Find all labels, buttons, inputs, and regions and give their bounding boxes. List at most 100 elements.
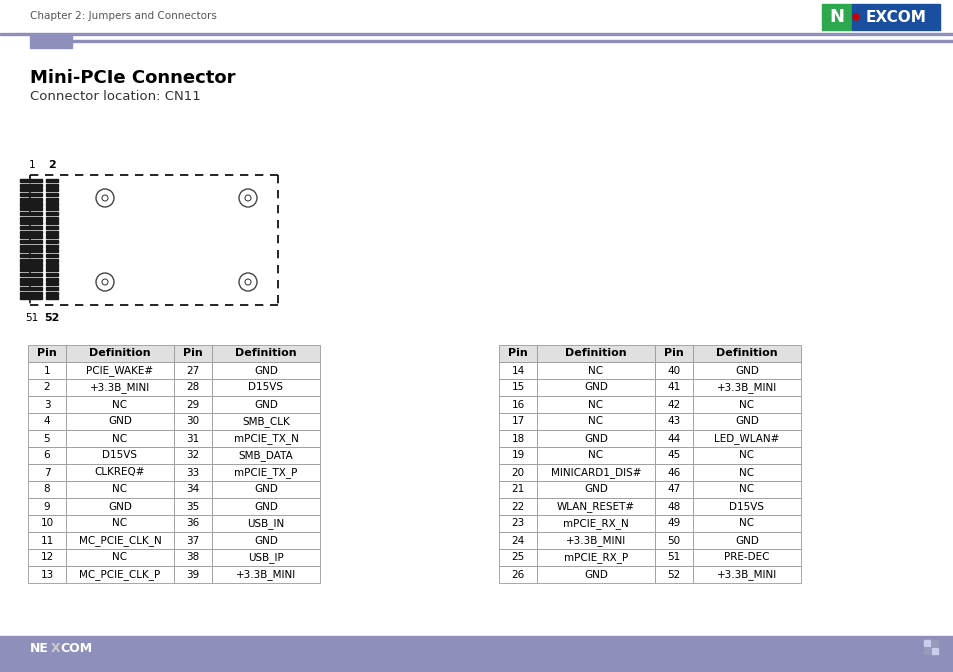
- Text: 10: 10: [40, 519, 53, 528]
- Bar: [66, 447, 173, 464]
- Text: 13: 13: [40, 569, 53, 579]
- Text: 27: 27: [186, 366, 199, 376]
- Text: 38: 38: [186, 552, 199, 562]
- Text: 8: 8: [44, 485, 51, 495]
- Bar: [20, 296, 30, 299]
- Bar: [212, 396, 319, 413]
- Bar: [212, 379, 319, 396]
- Bar: [20, 226, 30, 229]
- Bar: [20, 221, 30, 224]
- Text: 20: 20: [511, 468, 524, 478]
- Bar: [20, 207, 30, 210]
- Bar: [498, 549, 537, 566]
- Bar: [30, 245, 42, 248]
- Bar: [46, 202, 58, 206]
- Bar: [173, 498, 212, 515]
- Bar: [28, 430, 66, 447]
- Bar: [655, 498, 692, 515]
- Bar: [173, 464, 212, 481]
- Text: GND: GND: [735, 536, 759, 546]
- Bar: [655, 566, 692, 583]
- Bar: [30, 226, 42, 229]
- Bar: [30, 178, 61, 302]
- Text: 22: 22: [511, 501, 524, 511]
- Bar: [46, 216, 58, 220]
- Bar: [30, 273, 42, 276]
- Text: GND: GND: [253, 366, 277, 376]
- Bar: [46, 235, 58, 239]
- Text: USB_IP: USB_IP: [248, 552, 284, 563]
- Bar: [537, 515, 655, 532]
- Bar: [692, 481, 801, 498]
- Text: 24: 24: [511, 536, 524, 546]
- Bar: [46, 259, 58, 262]
- Bar: [46, 268, 58, 271]
- Bar: [821, 4, 851, 30]
- Bar: [692, 464, 801, 481]
- Text: GND: GND: [253, 399, 277, 409]
- Bar: [692, 362, 801, 379]
- Text: NC: NC: [112, 552, 128, 562]
- Text: 9: 9: [44, 501, 51, 511]
- Bar: [46, 263, 58, 267]
- Bar: [28, 481, 66, 498]
- Bar: [655, 515, 692, 532]
- Bar: [931, 648, 937, 654]
- Bar: [30, 183, 42, 187]
- Text: 21: 21: [511, 485, 524, 495]
- Text: CLKREQ#: CLKREQ#: [94, 468, 145, 478]
- Text: GND: GND: [735, 366, 759, 376]
- Bar: [28, 464, 66, 481]
- Bar: [46, 230, 58, 234]
- Bar: [20, 193, 30, 196]
- Bar: [30, 193, 42, 196]
- Bar: [30, 235, 42, 239]
- Bar: [66, 362, 173, 379]
- Bar: [20, 230, 30, 234]
- Bar: [30, 292, 42, 294]
- Text: Pin: Pin: [37, 349, 57, 358]
- Text: 25: 25: [511, 552, 524, 562]
- Bar: [212, 498, 319, 515]
- Bar: [28, 396, 66, 413]
- Bar: [851, 4, 939, 30]
- Bar: [66, 515, 173, 532]
- Bar: [28, 345, 66, 362]
- Bar: [923, 640, 929, 646]
- Bar: [46, 179, 58, 182]
- Bar: [537, 430, 655, 447]
- Text: 30: 30: [186, 417, 199, 427]
- Text: Pin: Pin: [183, 349, 203, 358]
- Bar: [173, 481, 212, 498]
- Text: 12: 12: [40, 552, 53, 562]
- Bar: [30, 36, 71, 48]
- Bar: [212, 566, 319, 583]
- Bar: [46, 240, 58, 243]
- Text: +3.3B_MINI: +3.3B_MINI: [235, 569, 295, 580]
- Bar: [20, 212, 30, 215]
- Text: 29: 29: [186, 399, 199, 409]
- Bar: [66, 481, 173, 498]
- Text: D15VS: D15VS: [102, 450, 137, 460]
- Text: 2: 2: [44, 382, 51, 392]
- Bar: [20, 179, 30, 182]
- Text: mPCIE_RX_P: mPCIE_RX_P: [563, 552, 627, 563]
- Text: Definition: Definition: [564, 349, 626, 358]
- Bar: [66, 549, 173, 566]
- Text: 39: 39: [186, 569, 199, 579]
- Bar: [46, 183, 58, 187]
- Bar: [71, 40, 953, 42]
- Bar: [20, 183, 30, 187]
- Text: NC: NC: [739, 519, 754, 528]
- Bar: [30, 249, 42, 253]
- Bar: [30, 282, 42, 286]
- Bar: [212, 481, 319, 498]
- Bar: [28, 532, 66, 549]
- Text: 17: 17: [511, 417, 524, 427]
- Text: NE: NE: [30, 642, 49, 655]
- Bar: [20, 282, 30, 286]
- Text: 35: 35: [186, 501, 199, 511]
- Text: 5: 5: [44, 433, 51, 444]
- Text: +3.3B_MINI: +3.3B_MINI: [716, 569, 777, 580]
- Bar: [692, 413, 801, 430]
